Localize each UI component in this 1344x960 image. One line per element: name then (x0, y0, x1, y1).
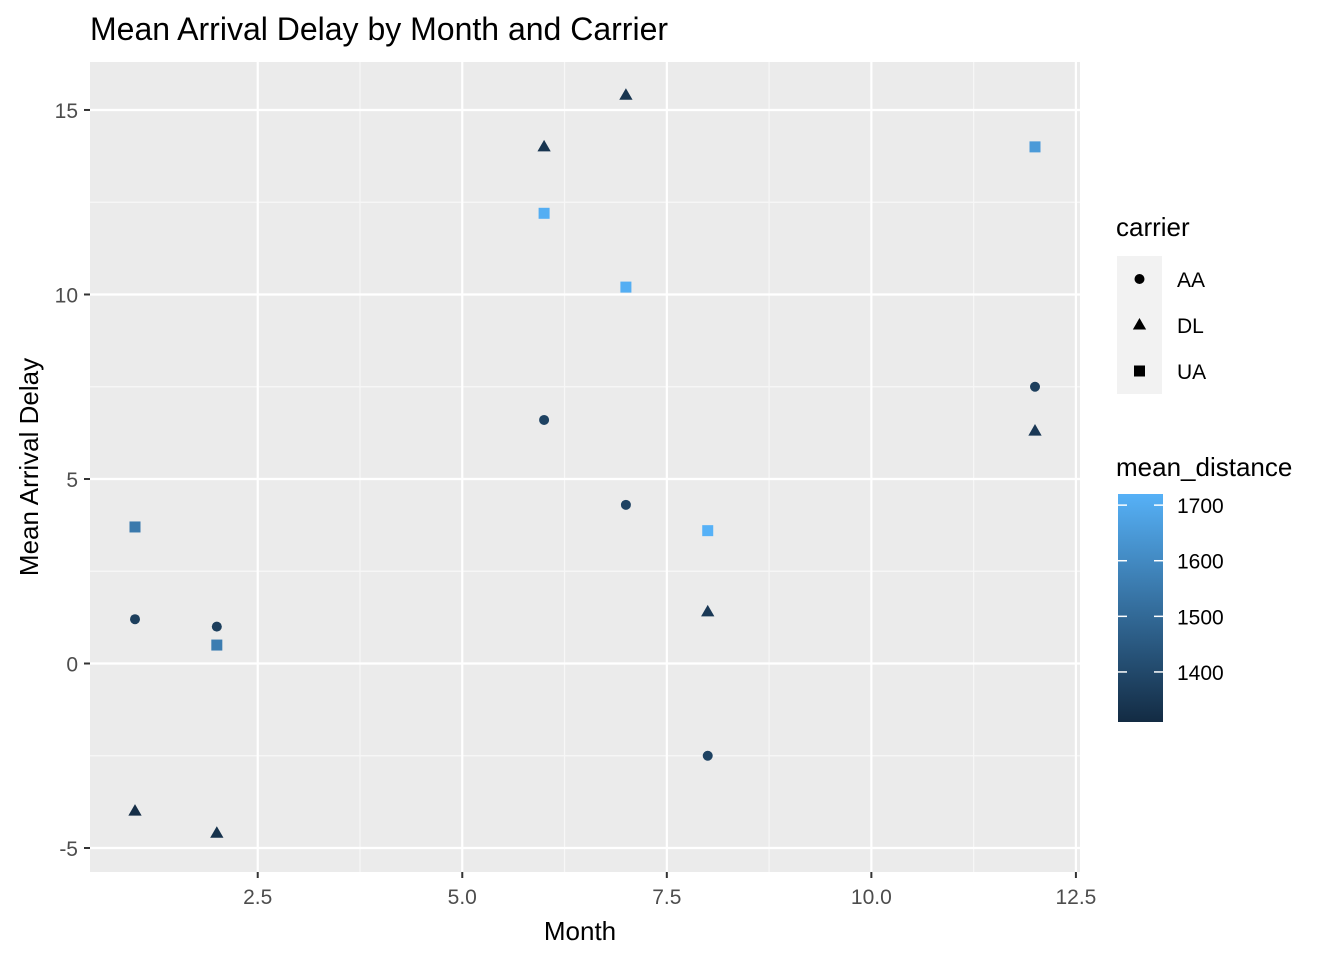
color-legend-title: mean_distance (1116, 452, 1292, 482)
data-point-aa (1030, 381, 1040, 392)
y-tick-label: -5 (59, 838, 78, 861)
data-point-dl (537, 139, 551, 152)
x-axis-ticks: 2.5 5.0 7.5 10.0 12.5 (243, 872, 1096, 909)
x-tick-label: 7.5 (652, 886, 681, 909)
data-point-ua (211, 639, 223, 651)
color-legend-bar (1118, 494, 1163, 722)
legend-label-ua: UA (1177, 361, 1206, 384)
data-point-ua (702, 525, 714, 537)
data-point-dl (1028, 424, 1042, 436)
data-points (128, 88, 1042, 838)
grid-lines (90, 62, 1080, 872)
data-point-aa (702, 750, 713, 761)
data-point-ua (538, 207, 550, 219)
data-point-dl (128, 804, 142, 816)
data-point-ua (620, 281, 632, 293)
data-point-aa (539, 414, 550, 425)
colorbar-tick-label: 1400 (1177, 662, 1224, 685)
y-axis-ticks: -5 0 5 10 15 (55, 100, 90, 861)
chart-title: Mean Arrival Delay by Month and Carrier (90, 11, 668, 47)
data-point-aa (130, 614, 140, 625)
data-point-ua (129, 521, 141, 533)
x-tick-label: 12.5 (1055, 886, 1096, 909)
y-tick-label: 10 (55, 284, 78, 307)
colorbar-tick-label: 1500 (1177, 606, 1224, 629)
y-tick-label: 0 (66, 654, 78, 677)
shape-legend: AA DL UA (1117, 256, 1206, 394)
y-axis-title: Mean Arrival Delay (14, 358, 44, 576)
y-tick-label: 5 (66, 469, 78, 492)
y-tick-label: 15 (55, 100, 78, 123)
data-point-ua (1029, 141, 1041, 153)
colorbar-tick-label: 1600 (1177, 551, 1224, 574)
legend-label-dl: DL (1177, 315, 1204, 338)
legend-key-aa (1134, 274, 1145, 284)
legend-key-ua (1134, 365, 1145, 377)
x-tick-label: 5.0 (448, 886, 477, 909)
data-point-dl (619, 88, 633, 100)
plot-panel (90, 62, 1080, 872)
legend-label-aa: AA (1177, 269, 1205, 292)
shape-legend-title: carrier (1116, 212, 1190, 242)
data-point-dl (701, 604, 715, 617)
legend-key-dl (1132, 318, 1147, 330)
colorbar-tick-label: 1700 (1177, 495, 1224, 518)
data-point-aa (620, 499, 631, 510)
x-axis-title: Month (544, 916, 616, 946)
color-legend-ticks: 1400 1500 1600 1700 (1118, 495, 1224, 685)
x-tick-label: 10.0 (851, 886, 892, 909)
data-point-dl (210, 826, 224, 838)
x-tick-label: 2.5 (243, 886, 272, 909)
data-point-aa (211, 621, 222, 632)
